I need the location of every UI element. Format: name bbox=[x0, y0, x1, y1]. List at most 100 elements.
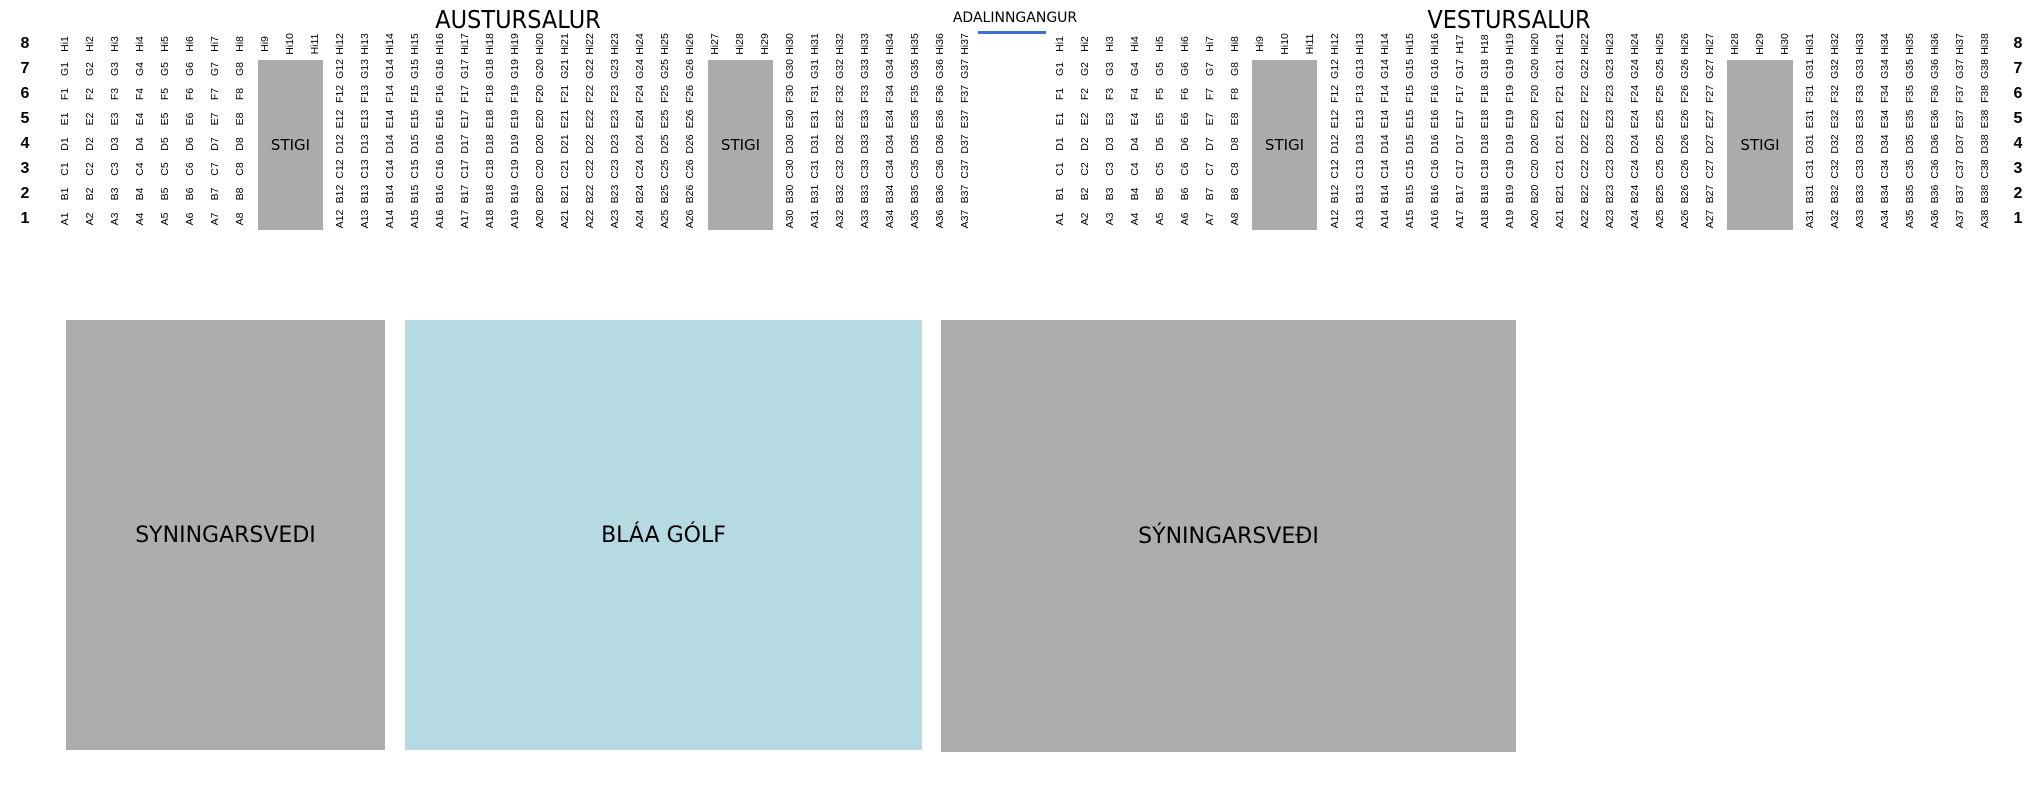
seat[interactable]: B13 bbox=[1353, 184, 1366, 204]
seat[interactable]: C3 bbox=[108, 162, 121, 176]
seat[interactable]: B27 bbox=[1703, 184, 1716, 204]
seat[interactable]: C8 bbox=[1228, 162, 1241, 176]
seat[interactable]: A3 bbox=[108, 212, 121, 226]
seat[interactable]: D16 bbox=[1428, 134, 1441, 154]
seat[interactable]: A4 bbox=[133, 212, 146, 226]
seat[interactable]: D17 bbox=[458, 134, 471, 154]
seat[interactable]: C14 bbox=[1378, 159, 1391, 179]
seat[interactable]: D18 bbox=[1478, 134, 1491, 154]
seat[interactable]: E1 bbox=[58, 112, 71, 126]
seat[interactable]: C27 bbox=[1703, 159, 1716, 179]
seat[interactable]: D14 bbox=[1378, 134, 1391, 154]
seat[interactable]: E36 bbox=[933, 109, 946, 129]
seat[interactable]: G4 bbox=[133, 61, 146, 77]
seat[interactable]: C13 bbox=[358, 159, 371, 179]
seat[interactable]: E33 bbox=[858, 109, 871, 129]
seat[interactable]: D20 bbox=[1528, 134, 1541, 154]
seat[interactable]: C33 bbox=[1853, 159, 1866, 179]
seat[interactable]: F22 bbox=[1578, 84, 1591, 104]
seat[interactable]: F20 bbox=[1528, 84, 1541, 104]
seat[interactable]: B5 bbox=[1153, 187, 1166, 201]
seat[interactable]: G31 bbox=[1803, 59, 1816, 79]
seat[interactable]: D21 bbox=[558, 134, 571, 154]
seat[interactable]: A2 bbox=[83, 212, 96, 226]
seat[interactable]: F32 bbox=[1828, 84, 1841, 104]
seat[interactable]: A25 bbox=[1653, 209, 1666, 229]
seat[interactable]: E13 bbox=[1353, 109, 1366, 129]
seat[interactable]: F8 bbox=[1228, 87, 1241, 101]
seat[interactable]: A32 bbox=[833, 209, 846, 229]
seat[interactable]: D4 bbox=[1128, 137, 1141, 151]
seat[interactable]: G18 bbox=[483, 59, 496, 79]
seat[interactable]: B14 bbox=[1378, 184, 1391, 204]
seat[interactable]: G17 bbox=[1453, 59, 1466, 79]
seat[interactable]: D38 bbox=[1978, 134, 1991, 154]
seat[interactable]: B2 bbox=[1078, 187, 1091, 201]
seat[interactable]: B23 bbox=[1603, 184, 1616, 204]
seat[interactable]: B37 bbox=[958, 184, 971, 204]
seat[interactable]: A7 bbox=[1203, 212, 1216, 226]
seat[interactable]: G19 bbox=[508, 59, 521, 79]
seat[interactable]: E5 bbox=[158, 112, 171, 126]
seat[interactable]: G15 bbox=[1403, 59, 1416, 79]
seat[interactable]: A27 bbox=[1703, 209, 1716, 229]
seat[interactable]: E19 bbox=[508, 109, 521, 129]
seat[interactable]: C26 bbox=[1678, 159, 1691, 179]
seat[interactable]: Hi24 bbox=[1628, 33, 1641, 55]
seat[interactable]: F34 bbox=[1878, 84, 1891, 104]
seat[interactable]: B7 bbox=[1203, 187, 1216, 201]
seat[interactable]: Hi26 bbox=[1678, 33, 1691, 55]
seat[interactable]: Hi34 bbox=[1878, 33, 1891, 55]
seat[interactable]: E31 bbox=[808, 109, 821, 129]
seat[interactable]: B35 bbox=[908, 184, 921, 204]
seat[interactable]: F37 bbox=[958, 84, 971, 104]
seat[interactable]: E24 bbox=[633, 109, 646, 129]
seat[interactable]: E27 bbox=[1703, 109, 1716, 129]
seat[interactable]: B12 bbox=[333, 184, 346, 204]
seat[interactable]: G8 bbox=[1228, 61, 1241, 77]
seat[interactable]: C2 bbox=[1078, 162, 1091, 176]
seat[interactable]: Hi5 bbox=[158, 36, 171, 52]
seat[interactable]: A13 bbox=[358, 209, 371, 229]
seat[interactable]: E14 bbox=[1378, 109, 1391, 129]
seat[interactable]: B25 bbox=[1653, 184, 1666, 204]
seat[interactable]: D5 bbox=[1153, 137, 1166, 151]
seat[interactable]: E34 bbox=[1878, 109, 1891, 129]
seat[interactable]: D37 bbox=[1953, 134, 1966, 154]
seat[interactable]: E23 bbox=[1603, 109, 1616, 129]
seat[interactable]: D13 bbox=[358, 134, 371, 154]
seat[interactable]: F25 bbox=[1653, 84, 1666, 104]
seat[interactable]: Hi21 bbox=[558, 33, 571, 55]
seat[interactable]: Hi31 bbox=[808, 33, 821, 55]
seat[interactable]: G5 bbox=[1153, 61, 1166, 77]
seat[interactable]: G35 bbox=[908, 59, 921, 79]
seat[interactable]: D3 bbox=[108, 137, 121, 151]
seat[interactable]: C5 bbox=[1153, 162, 1166, 176]
seat[interactable]: B33 bbox=[1853, 184, 1866, 204]
seat[interactable]: Hi10 bbox=[1278, 33, 1291, 55]
seat[interactable]: A14 bbox=[1378, 209, 1391, 229]
seat[interactable]: D35 bbox=[1903, 134, 1916, 154]
seat[interactable]: D6 bbox=[183, 137, 196, 151]
seat[interactable]: F18 bbox=[1478, 84, 1491, 104]
seat[interactable]: E7 bbox=[1203, 112, 1216, 126]
seat[interactable]: D33 bbox=[1853, 134, 1866, 154]
seat[interactable]: A8 bbox=[1228, 212, 1241, 226]
seat[interactable]: B15 bbox=[1403, 184, 1416, 204]
seat[interactable]: D14 bbox=[383, 134, 396, 154]
seat[interactable]: B6 bbox=[183, 187, 196, 201]
seat[interactable]: B25 bbox=[658, 184, 671, 204]
seat[interactable]: A35 bbox=[1903, 209, 1916, 229]
seat[interactable]: D2 bbox=[1078, 137, 1091, 151]
seat[interactable]: Hi5 bbox=[1153, 36, 1166, 52]
seat[interactable]: D18 bbox=[483, 134, 496, 154]
seat[interactable]: F15 bbox=[408, 84, 421, 104]
seat[interactable]: Hi19 bbox=[1503, 33, 1516, 55]
seat[interactable]: F3 bbox=[108, 87, 121, 101]
seat[interactable]: D34 bbox=[883, 134, 896, 154]
seat[interactable]: C5 bbox=[158, 162, 171, 176]
seat[interactable]: D7 bbox=[1203, 137, 1216, 151]
seat[interactable]: E37 bbox=[1953, 109, 1966, 129]
seat[interactable]: B33 bbox=[858, 184, 871, 204]
seat[interactable]: F7 bbox=[208, 87, 221, 101]
